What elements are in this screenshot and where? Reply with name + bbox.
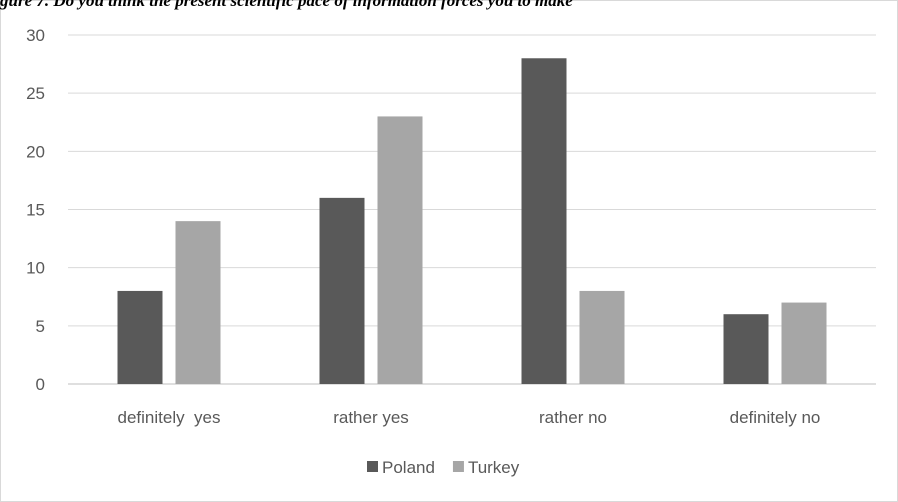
figure-caption: gure 7. Do you think the present scienti… bbox=[0, 0, 573, 10]
y-tick-label: 20 bbox=[26, 142, 45, 161]
bar-turkey bbox=[579, 290, 625, 384]
legend-swatch-poland bbox=[367, 461, 378, 472]
y-tick-label: 0 bbox=[36, 375, 45, 394]
bar-turkey bbox=[781, 302, 827, 384]
x-tick-label: rather yes bbox=[333, 408, 409, 427]
bar-turkey bbox=[377, 116, 423, 384]
x-axis-ticks: definitely yes rather yes rather no definit… bbox=[118, 408, 821, 427]
legend-swatch-turkey bbox=[452, 461, 464, 472]
legend-label-poland: Poland bbox=[382, 458, 435, 477]
x-tick-label: definitely yes bbox=[118, 408, 221, 427]
legend-label-turkey: Turkey bbox=[468, 458, 520, 477]
x-tick-label: rather no bbox=[539, 408, 607, 427]
y-tick-label: 30 bbox=[26, 26, 45, 45]
bars bbox=[117, 58, 827, 385]
y-tick-label: 10 bbox=[26, 259, 45, 278]
bar-poland bbox=[723, 314, 769, 384]
bar-poland bbox=[117, 290, 163, 384]
y-tick-label: 25 bbox=[26, 84, 45, 103]
y-tick-label: 15 bbox=[26, 201, 45, 220]
bar-turkey bbox=[175, 221, 221, 384]
y-axis-ticks: 0 5 10 15 20 25 30 bbox=[26, 26, 45, 394]
bar-poland bbox=[319, 197, 365, 384]
legend: Poland Turkey bbox=[367, 458, 520, 477]
y-tick-label: 5 bbox=[36, 317, 45, 336]
x-tick-label: definitely no bbox=[730, 408, 821, 427]
bar-poland bbox=[521, 58, 567, 385]
